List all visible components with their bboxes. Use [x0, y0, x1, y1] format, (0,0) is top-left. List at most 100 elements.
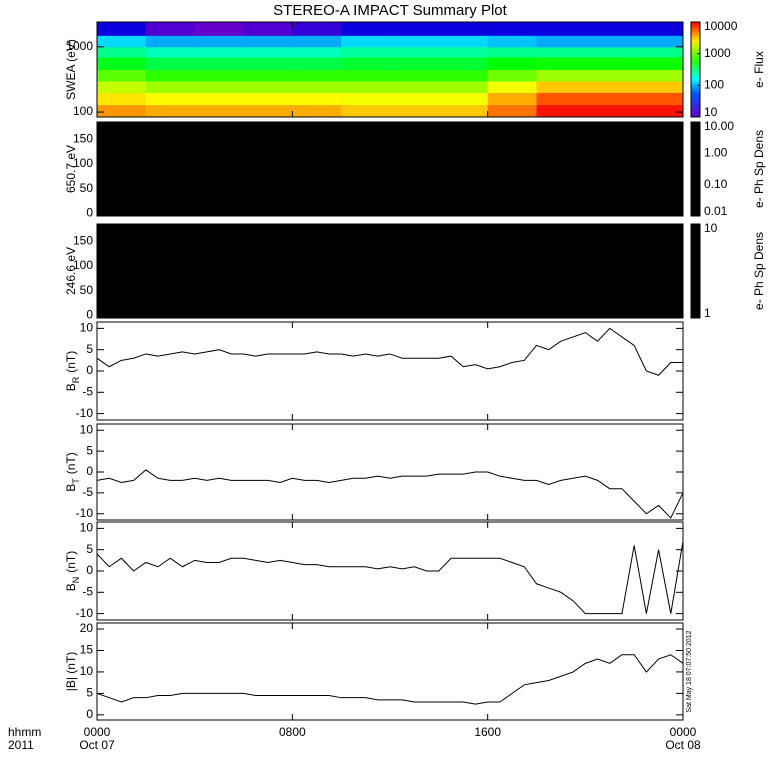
- y-tick-label: 5: [86, 342, 93, 356]
- heatmap-cell: [390, 56, 440, 70]
- colorbar: [690, 223, 701, 319]
- heatmap-cell: [341, 69, 391, 82]
- y-tick-label: 0: [86, 206, 93, 220]
- y-tick-label: 0: [86, 563, 93, 577]
- y-tick-label: -10: [76, 406, 94, 420]
- heatmap-cell: [487, 56, 537, 70]
- y-tick-label: 10: [80, 321, 94, 335]
- heatmap-cell: [487, 92, 537, 106]
- y-tick-label: -5: [82, 384, 93, 398]
- panel-frame: [96, 21, 684, 118]
- heatmap-cell: [97, 69, 147, 82]
- heatmap-cell: [341, 56, 391, 70]
- heatmap-cell: [145, 56, 196, 70]
- y-tick-label: 0: [86, 464, 93, 478]
- x-tick-label: 1600: [474, 725, 501, 739]
- heatmap-cell: [390, 69, 440, 82]
- heatmap-cell: [390, 35, 440, 48]
- y-tick-label: 100: [73, 258, 93, 272]
- y-axis-title-main: SWEA (eV): [64, 39, 78, 100]
- x-tick-label: 0000: [84, 725, 111, 739]
- heatmap-cell: [145, 46, 196, 58]
- y-axis-title-main: B: [64, 484, 78, 492]
- heatmap-cell: [487, 69, 537, 82]
- heatmap-cell: [634, 92, 683, 106]
- heatmap-cell: [341, 104, 391, 117]
- heatmap-cell: [487, 35, 537, 48]
- data-line: [97, 469, 683, 519]
- heatmap-cell: [145, 35, 196, 48]
- y-tick-label: 10: [80, 521, 94, 535]
- heatmap-cell: [97, 80, 147, 93]
- y-tick-label: 0: [86, 308, 93, 322]
- heatmap-cell: [585, 56, 635, 70]
- colorbar: [690, 121, 701, 217]
- data-line: [97, 654, 683, 705]
- heatmap-cell: [536, 80, 586, 93]
- heatmap-cell: [536, 56, 586, 70]
- heatmap-cell: [585, 92, 635, 106]
- y-tick-label: 50: [80, 283, 94, 297]
- heatmap-cell: [438, 69, 489, 82]
- y-axis-title: SWEA (eV): [64, 39, 78, 100]
- colorbar-tick-label: 10: [704, 221, 718, 235]
- y-axis-title-unit: (nT): [64, 351, 78, 373]
- heatmap-cell: [243, 46, 293, 58]
- y-tick-label: 50: [80, 181, 94, 195]
- y-axis-title-unit: (nT): [64, 551, 78, 573]
- heatmap-cell: [341, 35, 391, 48]
- heatmap-cell: [536, 22, 586, 36]
- heatmap-cell: [194, 35, 244, 48]
- heatmap-cell: [97, 46, 147, 58]
- heatmap-cell: [634, 69, 683, 82]
- y-tick-label: 100: [73, 104, 93, 118]
- y-axis-title-sub: R: [71, 376, 81, 383]
- y-tick-label: 20: [80, 621, 94, 635]
- heatmap-cell: [341, 80, 391, 93]
- y-axis-title-main: 246.6 eV: [64, 247, 78, 295]
- y-tick-label: 5: [86, 542, 93, 556]
- panel-fill: [97, 122, 683, 216]
- plot-area: [97, 469, 683, 519]
- heatmap-cell: [292, 104, 342, 117]
- colorbar-tick-label: 100: [704, 78, 724, 92]
- heatmap-cell: [194, 46, 244, 58]
- x-tick-label: 0000: [670, 725, 697, 739]
- data-line: [97, 327, 683, 376]
- heatmap-cell: [243, 80, 293, 93]
- plot-area: [97, 224, 683, 318]
- heatmap-cell: [438, 104, 489, 117]
- y-tick-label: 150: [73, 233, 93, 247]
- heatmap-cell: [243, 35, 293, 48]
- y-tick-label: -10: [76, 606, 94, 620]
- colorbar-tick-label: 10000: [704, 19, 738, 33]
- colorbar-tick-label: 10.00: [704, 119, 734, 133]
- heatmap-cell: [438, 46, 489, 58]
- heatmap-cell: [634, 46, 683, 58]
- y-axis-title: 650.7 eV: [64, 145, 78, 193]
- heatmap-cell: [585, 104, 635, 117]
- heatmap-cell: [585, 46, 635, 58]
- y-axis-title: BR (nT): [64, 351, 81, 392]
- heatmap-cell: [585, 22, 635, 36]
- heatmap-cell: [438, 56, 489, 70]
- plot-area: [97, 327, 683, 376]
- heatmap-cell: [292, 92, 342, 106]
- y-tick-label: -5: [82, 485, 93, 499]
- heatmap-cell: [536, 46, 586, 58]
- colorbar: [690, 21, 701, 118]
- plot-area: [97, 654, 683, 705]
- heatmap-cell: [194, 56, 244, 70]
- heatmap-cell: [194, 92, 244, 106]
- y-axis-title: BT (nT): [64, 452, 81, 492]
- y-tick-label: 5: [86, 686, 93, 700]
- heatmap-cell: [145, 69, 196, 82]
- heatmap-cell: [487, 46, 537, 58]
- heatmap-cell: [585, 69, 635, 82]
- heatmap-cell: [634, 104, 683, 117]
- heatmap-cell: [438, 92, 489, 106]
- panel-frame: [96, 121, 684, 217]
- y-tick-label: 1000: [66, 39, 93, 53]
- plot-area: [97, 541, 683, 615]
